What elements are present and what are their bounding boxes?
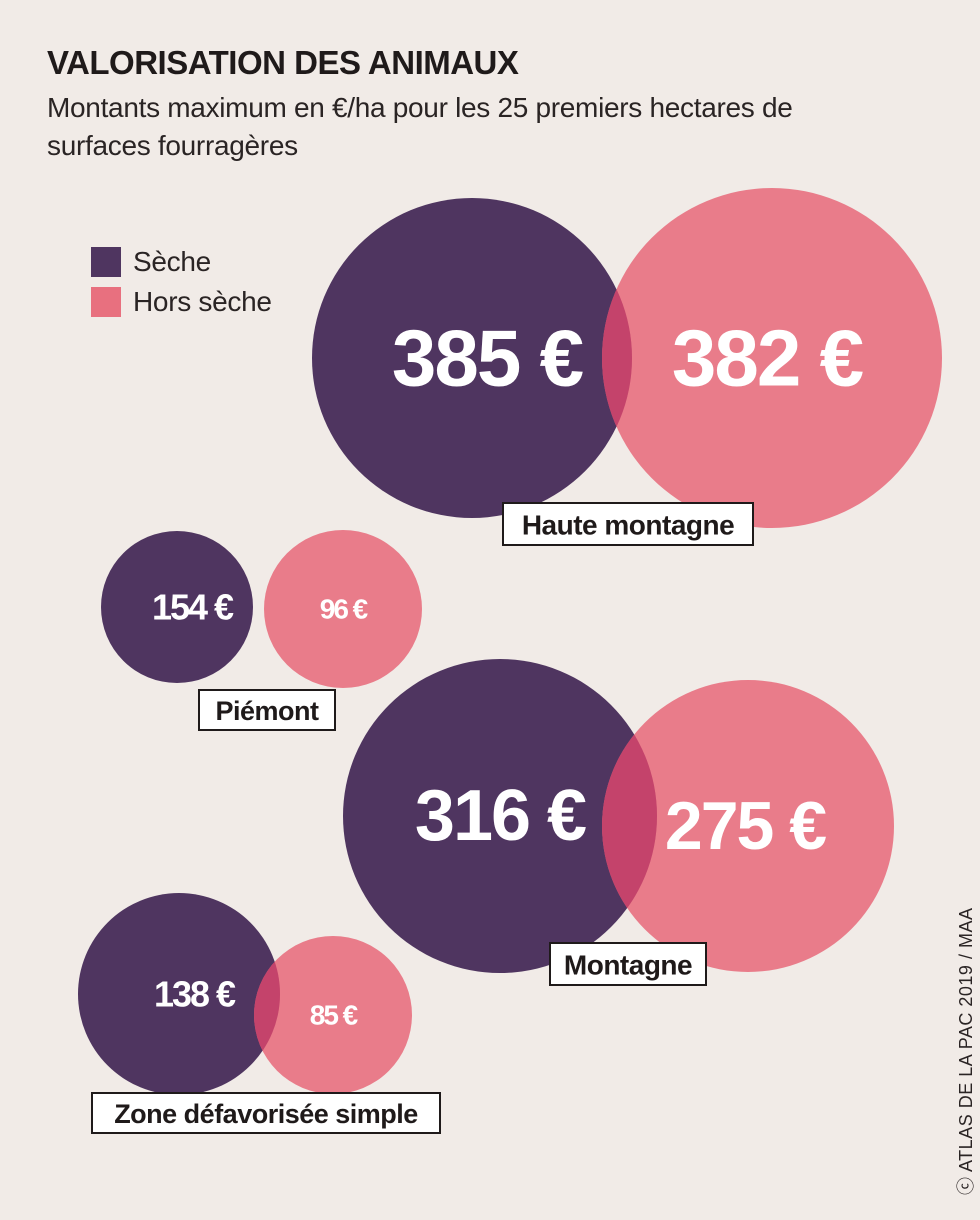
chart-title: VALORISATION DES ANIMAUX [47,44,519,81]
bubble-group-zone-defavorisee-simple: 138 € 85 € Zone défavorisée simple [78,893,441,1134]
value-label-seche-piemont: 154 € [152,587,234,628]
legend-label-hors-seche: Hors sèche [133,286,272,317]
category-label-zone-defavorisee-simple: Zone défavorisée simple [114,1099,418,1129]
legend-swatch-hors-seche [91,287,121,317]
category-label-box-montagne [549,942,707,986]
category-label-box-zone-defavorisee-simple [91,1092,441,1134]
bubble-group-haute-montagne: 385 € 382 € Haute montagne [312,188,942,546]
legend-swatch-seche [91,247,121,277]
legend-label-seche: Sèche [133,246,211,277]
bubble-group-piemont: 154 € 96 € Piémont [101,530,422,731]
category-label-piemont: Piémont [215,696,319,726]
category-label-montagne: Montagne [564,950,692,981]
bubble-seche-montagne [343,659,657,973]
bubble-group-montagne: 316 € 275 € Montagne [343,659,894,986]
category-label-box-piemont [198,689,336,731]
value-label-seche-haute-montagne: 385 € [392,314,584,403]
value-label-seche-montagne: 316 € [415,776,586,856]
legend: Sèche Hors sèche [91,242,272,322]
bubble-hors-seche-zone-defavorisee-simple [254,936,412,1094]
value-label-seche-zone-defavorisee-simple: 138 € [154,974,236,1015]
legend-item-hors-seche: Hors sèche [91,282,272,322]
bubble-seche-piemont [101,531,253,683]
category-label-box-haute-montagne [502,502,754,546]
legend-item-seche: Sèche [91,242,272,282]
category-label-haute-montagne: Haute montagne [522,510,734,541]
bubble-hors-seche-piemont [264,530,422,688]
value-label-hors-seche-haute-montagne: 382 € [672,314,864,403]
bubble-hors-seche-montagne [602,680,894,972]
bubble-seche-zone-defavorisee-simple [78,893,280,1095]
value-label-hors-seche-zone-defavorisee-simple: 85 € [310,1000,359,1031]
value-label-hors-seche-piemont: 96 € [320,594,369,625]
bubble-hors-seche-haute-montagne [602,188,942,528]
chart-subtitle: Montants maximum en €/ha pour les 25 pre… [47,92,793,161]
bubble-seche-haute-montagne [312,198,632,518]
value-label-hors-seche-montagne: 275 € [665,788,826,864]
source-credit: ⓒ ATLAS DE LA PAC 2019 / MAA [956,907,976,1195]
